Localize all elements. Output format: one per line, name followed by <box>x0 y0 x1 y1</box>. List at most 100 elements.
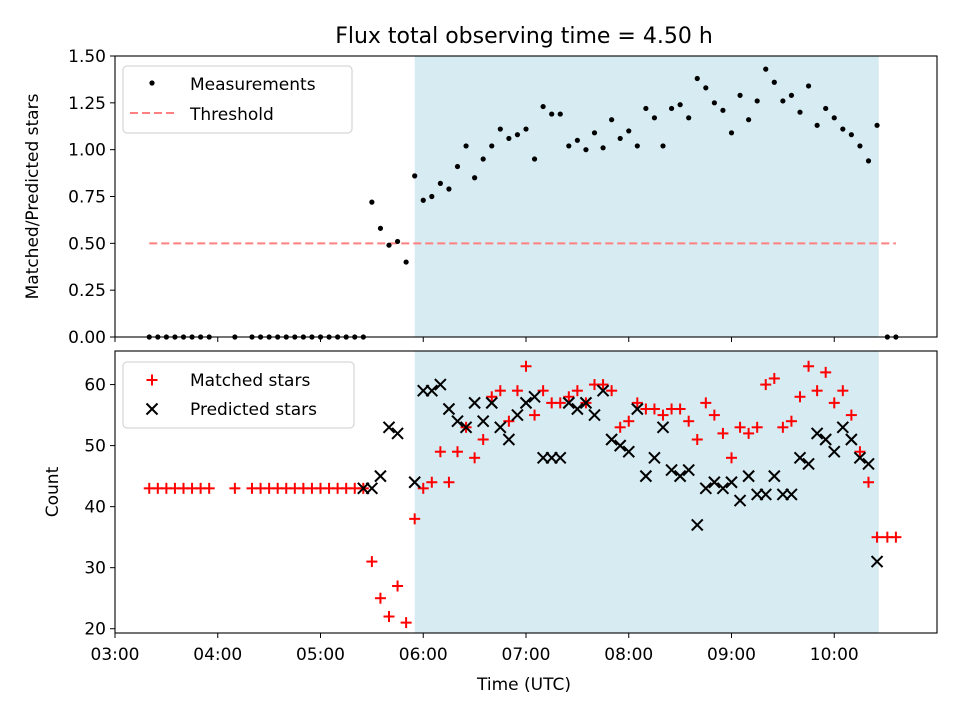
predicted-star-point <box>785 488 798 501</box>
matched-star-point <box>863 476 874 488</box>
measurement-point <box>394 238 401 245</box>
measurement-point <box>865 158 872 164</box>
predicted-star-point <box>682 463 695 477</box>
predicted-star-point <box>768 469 781 483</box>
cross-stroke <box>691 518 704 532</box>
matched-star-point <box>751 421 763 433</box>
measurement-point <box>857 143 863 149</box>
measurement-point <box>874 122 880 128</box>
x-tick-label: 09:00 <box>707 645 756 665</box>
matched-star-point <box>469 452 481 464</box>
top-y-tick-label: 0.50 <box>68 234 106 254</box>
cross-stroke <box>768 469 781 483</box>
top-y-tick-label: 1.50 <box>68 47 106 67</box>
predicted-star-point <box>631 402 644 416</box>
predicted-star-point <box>759 488 772 501</box>
predicted-star-point <box>733 494 747 507</box>
matched-star-point <box>229 482 241 494</box>
predicted-star-point <box>828 445 841 458</box>
top-y-tick-label: 0.00 <box>68 328 106 348</box>
measurement-point <box>728 130 735 136</box>
predicted-star-point <box>365 482 379 495</box>
matched-star-point <box>443 476 455 488</box>
measurement-point <box>386 242 392 248</box>
bottom-y-ticks: 20 30 40 50 60 <box>84 376 115 640</box>
matched-star-point <box>520 360 532 372</box>
measurement-point <box>703 85 709 91</box>
measurement-point <box>540 103 546 110</box>
matched-star-point <box>554 397 566 409</box>
top-legend: Measurements Threshold <box>122 65 353 134</box>
predicted-star-point <box>588 408 601 422</box>
cross-stroke <box>853 451 867 465</box>
legend-plus <box>146 374 158 386</box>
cross-stroke <box>759 488 772 501</box>
cross-stroke <box>519 396 533 410</box>
matched-star-point <box>785 415 797 427</box>
predicted-star-point <box>673 469 687 483</box>
cross-stroke <box>836 421 850 434</box>
matched-star-point <box>563 391 575 403</box>
legend-measurements-label: Measurements <box>190 75 316 95</box>
cross-stroke <box>802 457 815 471</box>
cross-stroke <box>502 433 516 446</box>
matched-star-point <box>811 385 823 397</box>
legend-predicted-label: Predicted stars <box>190 400 317 420</box>
matched-star-point <box>708 409 720 421</box>
cross-stroke <box>365 482 379 495</box>
predicted-star-point <box>656 421 670 434</box>
predicted-star-point <box>613 439 627 452</box>
top-y-tick-label: 0.25 <box>68 281 106 301</box>
cross-stroke <box>810 427 824 440</box>
matched-star-point <box>726 452 737 464</box>
matched-star-point <box>597 379 609 391</box>
predicted-star-point <box>819 433 832 446</box>
matched-star-point <box>374 592 386 604</box>
matched-star-point <box>400 617 412 629</box>
cross-stroke <box>631 402 644 416</box>
predicted-star-point <box>485 396 498 410</box>
measurement-point <box>377 225 384 231</box>
predicted-star-point <box>459 421 473 434</box>
cross-stroke <box>596 384 610 397</box>
measurement-point <box>506 135 512 142</box>
measurement-point <box>420 197 426 203</box>
cross-stroke <box>485 396 498 410</box>
measurement-point <box>472 175 478 181</box>
predicted-star-point <box>382 421 396 434</box>
measurement-point <box>660 143 666 149</box>
matched-star-point <box>383 611 395 623</box>
predicted-star-point <box>468 396 481 410</box>
cross-stroke <box>682 463 695 477</box>
measurement-point <box>763 66 769 72</box>
cross-stroke <box>494 421 507 434</box>
cross-stroke <box>862 457 875 471</box>
x-tick-label: 04:00 <box>193 645 242 665</box>
cross-stroke <box>785 488 798 501</box>
measurement-point <box>454 163 461 170</box>
measurement-point <box>489 143 495 149</box>
predicted-star-point <box>802 457 815 471</box>
measurement-point <box>574 137 580 143</box>
measurement-point <box>746 117 752 123</box>
top-y-tick-label: 0.75 <box>68 188 106 208</box>
measurement-point <box>497 126 503 132</box>
measurement-point <box>677 102 683 108</box>
cross-stroke <box>468 396 481 410</box>
legend-measurements-marker <box>149 80 155 86</box>
cross-stroke <box>554 451 567 465</box>
cross-stroke <box>562 396 576 410</box>
predicted-star-point <box>716 482 730 495</box>
predicted-star-point <box>691 518 704 532</box>
predicted-stars-points <box>357 378 884 568</box>
top-x-ticks <box>114 337 835 342</box>
cross-stroke <box>451 414 464 428</box>
legend-cross <box>145 402 159 416</box>
measurement-point <box>463 143 469 149</box>
predicted-star-point <box>793 451 807 465</box>
matched-star-point <box>854 446 866 458</box>
predicted-star-point <box>519 396 533 410</box>
bottom-y-tick-label: 60 <box>84 376 106 396</box>
matched-star-point <box>845 409 857 421</box>
cross-stroke <box>391 427 404 440</box>
